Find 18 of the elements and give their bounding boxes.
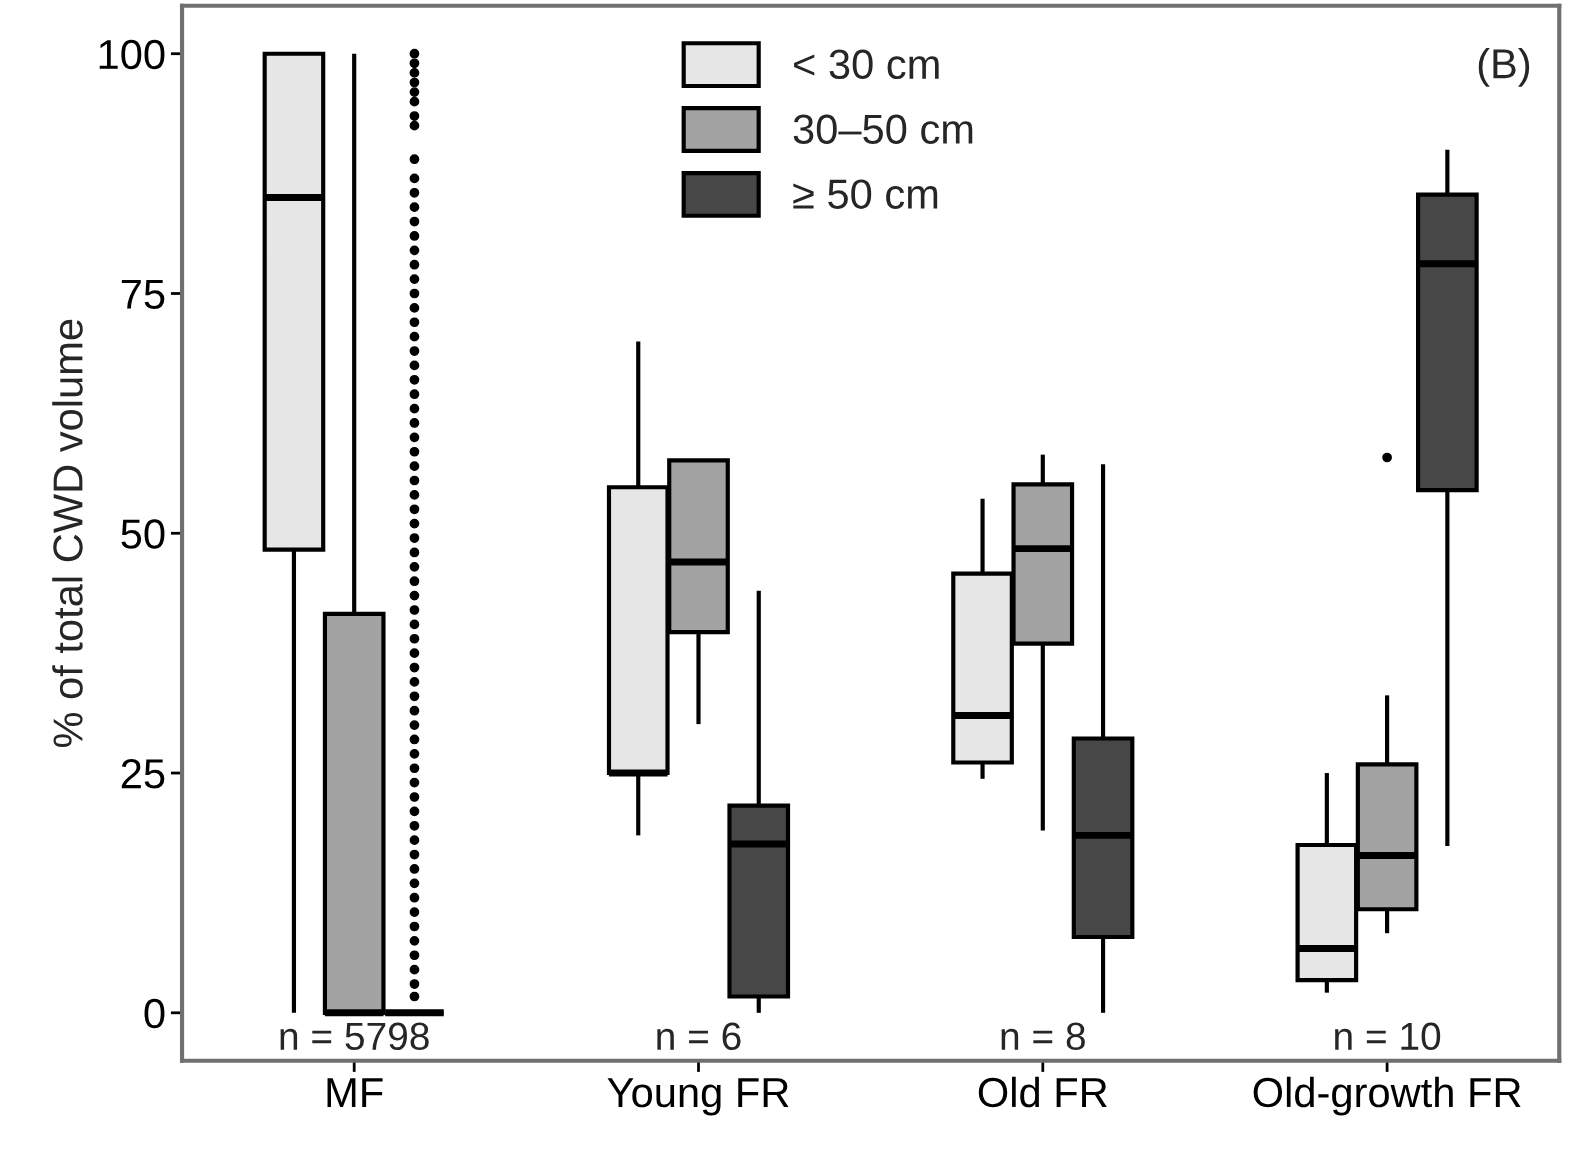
legend-label: 30–50 cm [793,114,973,144]
y-tick-label: 50 [121,519,165,549]
annotation: n = 5798 [280,1022,429,1051]
annotation: n = 10 [1335,1022,1441,1051]
legend-label: < 30 cm [794,49,939,80]
x-tick-label: Young FR [607,1078,789,1116]
legend-label: ≥ 50 cm [793,179,938,209]
annotation: n = 8 [1001,1022,1085,1051]
x-tick-label: Old-growth FR [1253,1076,1521,1116]
x-tick-label: MF [327,1078,383,1107]
y-tick-label: 75 [121,279,165,309]
y-tick-label: 0 [144,998,165,1029]
annotation: n = 6 [657,1022,741,1051]
x-tick-label: Old FR [978,1076,1107,1108]
y-tick-label: 100 [99,39,165,70]
annotation: (B) [1478,47,1530,87]
y-axis-title: % of total CWD volume [52,319,83,748]
y-tick-label: 25 [121,759,165,789]
